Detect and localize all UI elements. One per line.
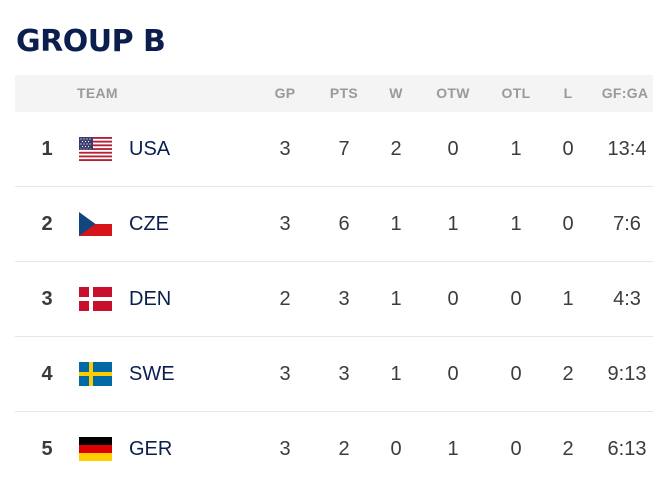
col-header-gp: GP [274,85,296,101]
points: 6 [338,213,350,235]
goals-for-against: 13:4 [607,138,647,160]
table-row[interactable]: 1 USA 3 7 [15,112,653,187]
wins: 1 [390,213,402,235]
col-header-w: W [389,85,403,101]
games-played: 2 [279,288,291,310]
wins: 1 [390,288,402,310]
czech-flag-icon [79,212,112,236]
col-header-team: TEAM [77,85,118,101]
goals-for-against: 6:13 [607,438,647,460]
denmark-flag-icon [79,287,112,311]
team-name[interactable]: DEN [129,288,172,310]
table-header: TEAM GP PTS W OTW OTL L GF:GA [15,75,653,112]
losses: 0 [562,213,574,235]
rank: 3 [41,288,53,310]
losses: 0 [562,138,574,160]
losses: 2 [562,438,574,460]
wins: 1 [390,363,402,385]
overtime-losses: 1 [510,138,522,160]
games-played: 3 [279,138,291,160]
team-name[interactable]: GER [129,438,173,460]
overtime-losses: 0 [510,438,522,460]
wins: 0 [390,438,402,460]
team-name[interactable]: USA [129,138,171,160]
team-name[interactable]: CZE [129,213,169,235]
col-header-pts: PTS [329,85,359,101]
goals-for-against: 7:6 [613,213,641,235]
overtime-wins: 0 [447,363,459,385]
overtime-wins: 1 [447,438,459,460]
goals-for-against: 4:3 [613,288,641,310]
germany-flag-icon [79,437,112,461]
overtime-losses: 1 [510,213,522,235]
overtime-wins: 0 [447,288,459,310]
games-played: 3 [279,363,291,385]
wins: 2 [390,138,402,160]
overtime-losses: 0 [510,288,522,310]
team-name[interactable]: SWE [129,363,175,385]
table-row[interactable]: 5 GER 3 2 0 1 0 2 6:13 [15,412,653,485]
table-row[interactable]: 4 SWE 3 3 1 0 0 2 9:13 [15,337,653,412]
rank: 5 [41,438,53,460]
games-played: 3 [279,213,291,235]
games-played: 3 [279,438,291,460]
rank: 2 [41,213,53,235]
group-title: GROUP B [16,24,166,59]
col-header-otw: OTW [436,85,470,101]
col-header-l: L [563,85,573,101]
overtime-losses: 0 [510,363,522,385]
rank: 1 [41,138,53,160]
points: 7 [338,138,350,160]
rank: 4 [41,363,53,385]
overtime-wins: 1 [447,213,459,235]
col-header-otl: OTL [501,85,531,101]
goals-for-against: 9:13 [607,363,647,385]
table-row[interactable]: 2 CZE 3 6 1 1 1 0 7:6 [15,187,653,262]
overtime-wins: 0 [447,138,459,160]
usa-flag-icon [79,137,112,161]
points: 2 [338,438,350,460]
col-header-gfga: GF:GA [601,85,649,101]
points: 3 [338,363,350,385]
points: 3 [338,288,350,310]
losses: 1 [562,288,574,310]
losses: 2 [562,363,574,385]
table-row[interactable]: 3 DEN 2 3 1 0 0 1 4:3 [15,262,653,337]
sweden-flag-icon [79,362,112,386]
standings-table: TEAM GP PTS W OTW OTL L GF:GA 1 [15,75,653,485]
